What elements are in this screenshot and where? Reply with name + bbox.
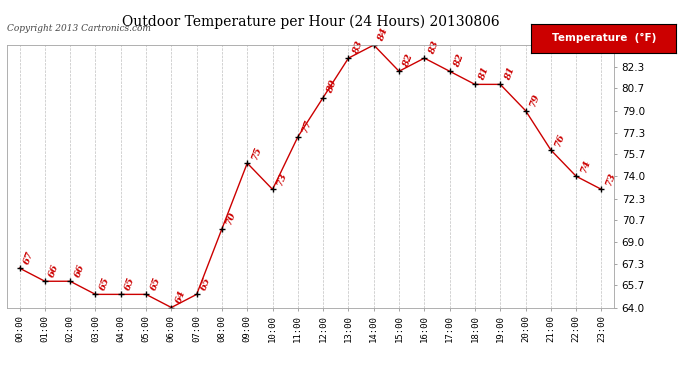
- Text: 65: 65: [199, 276, 213, 292]
- Text: 77: 77: [301, 118, 314, 134]
- Text: Copyright 2013 Cartronics.com: Copyright 2013 Cartronics.com: [7, 24, 151, 33]
- Text: 65: 65: [149, 276, 162, 292]
- Text: 67: 67: [22, 250, 35, 266]
- Text: 83: 83: [351, 40, 364, 56]
- Text: 65: 65: [98, 276, 111, 292]
- Text: 84: 84: [377, 27, 390, 42]
- Text: 81: 81: [503, 66, 516, 82]
- Text: 64: 64: [174, 289, 187, 305]
- Text: Outdoor Temperature per Hour (24 Hours) 20130806: Outdoor Temperature per Hour (24 Hours) …: [121, 15, 500, 29]
- Text: 65: 65: [124, 276, 137, 292]
- Text: 82: 82: [402, 53, 415, 69]
- Text: 75: 75: [250, 145, 263, 160]
- Text: 80: 80: [326, 79, 339, 95]
- Text: 74: 74: [579, 158, 592, 174]
- Text: 66: 66: [48, 263, 61, 279]
- Text: 83: 83: [427, 40, 440, 56]
- Text: 70: 70: [225, 210, 238, 226]
- Text: 79: 79: [529, 92, 542, 108]
- Text: 73: 73: [275, 171, 288, 187]
- Text: 82: 82: [453, 53, 466, 69]
- Text: Temperature  (°F): Temperature (°F): [551, 33, 656, 44]
- Text: 76: 76: [553, 132, 566, 147]
- Text: 66: 66: [73, 263, 86, 279]
- Text: 73: 73: [604, 171, 618, 187]
- Text: 81: 81: [477, 66, 491, 82]
